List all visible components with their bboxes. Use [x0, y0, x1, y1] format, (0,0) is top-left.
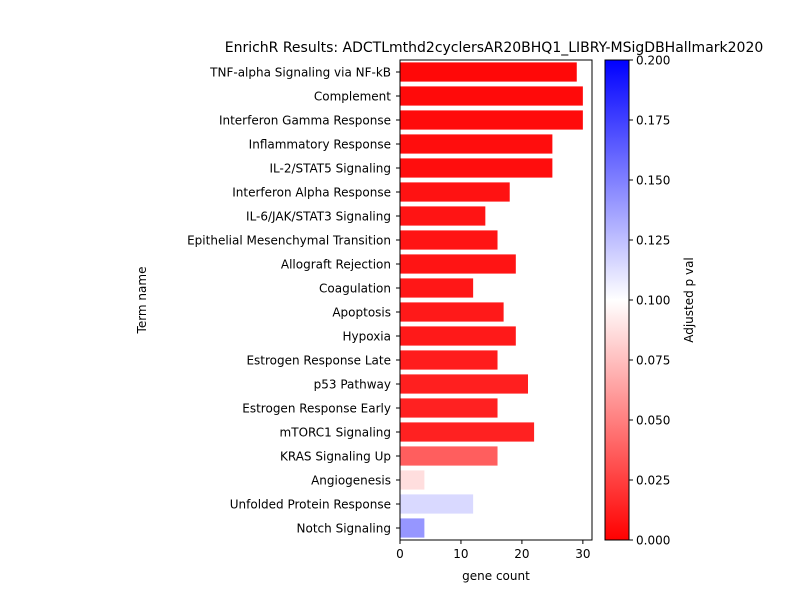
bar: [400, 374, 528, 394]
term-label: Inflammatory Response: [249, 138, 391, 152]
bar: [400, 62, 577, 82]
colorbar-ticks: 0.000 0.025 0.050 0.075 0.100 0.125 0.150 0.175…: [629, 54, 670, 548]
bar: [400, 110, 583, 130]
term-label: KRAS Signaling Up: [280, 450, 391, 464]
bar: [400, 182, 510, 202]
plot-frame: [399, 59, 593, 541]
colorbar-tick-label: 0.150: [636, 174, 670, 188]
x-tick-label: 0: [396, 547, 404, 561]
bar: [400, 470, 425, 490]
bar: [400, 398, 498, 418]
term-label: TNF-alpha Signaling via NF-kB: [209, 66, 391, 80]
bar: [400, 230, 498, 250]
colorbar-tick-label: 0.050: [636, 414, 670, 428]
term-label: Estrogen Response Late: [246, 354, 391, 368]
term-label: Coagulation: [319, 282, 391, 296]
colorbar-tick-label: 0.025: [636, 474, 670, 488]
term-label: Epithelial Mesenchymal Transition: [187, 234, 391, 248]
term-label: p53 Pathway: [314, 378, 391, 392]
term-label: Estrogen Response Early: [242, 402, 391, 416]
colorbar-tick-label: 0.075: [636, 354, 670, 368]
term-label: IL-2/STAT5 Signaling: [269, 162, 391, 176]
bar: [400, 278, 474, 298]
x-tick-label: 10: [453, 547, 468, 561]
term-label: Apoptosis: [332, 306, 391, 320]
bar: [400, 350, 498, 370]
term-label: mTORC1 Signaling: [280, 426, 391, 440]
bar: [400, 86, 583, 106]
x-axis: 0 10 20 30: [396, 540, 590, 561]
y-axis-label: Term name: [135, 267, 149, 335]
colorbar: [604, 59, 630, 541]
term-label: Unfolded Protein Response: [230, 498, 391, 512]
bar: [400, 206, 486, 226]
term-label: Notch Signaling: [297, 522, 391, 536]
colorbar-tick-label: 0.175: [636, 114, 670, 128]
bar: [400, 254, 516, 274]
x-axis-label: gene count: [462, 569, 530, 583]
bar: [400, 422, 535, 442]
bar: [400, 446, 498, 466]
term-label: IL-6/JAK/STAT3 Signaling: [246, 210, 391, 224]
term-label: Interferon Alpha Response: [232, 186, 391, 200]
term-label: Allograft Rejection: [281, 258, 391, 272]
term-label: Complement: [314, 90, 391, 104]
term-label: Angiogenesis: [311, 474, 391, 488]
bar: [400, 302, 504, 322]
colorbar-tick-label: 0.000: [636, 534, 670, 548]
chart-title: EnrichR Results: ADCTLmthd2cyclersAR20BH…: [225, 40, 764, 56]
bars-group: [400, 62, 583, 538]
bar: [400, 494, 474, 514]
x-tick-label: 30: [575, 547, 590, 561]
bar: [400, 134, 553, 154]
colorbar-tick-label: 0.200: [636, 54, 670, 68]
colorbar-label: Adjusted p val: [682, 257, 696, 343]
colorbar-tick-label: 0.125: [636, 234, 670, 248]
bar: [400, 158, 553, 178]
bar: [400, 518, 425, 538]
x-tick-label: 20: [514, 547, 529, 561]
colorbar-tick-label: 0.100: [636, 294, 670, 308]
term-labels-group: TNF-alpha Signaling via NF-kB Complement I…: [187, 66, 400, 536]
term-label: Hypoxia: [342, 330, 391, 344]
bar: [400, 326, 516, 346]
term-label: Interferon Gamma Response: [219, 114, 391, 128]
